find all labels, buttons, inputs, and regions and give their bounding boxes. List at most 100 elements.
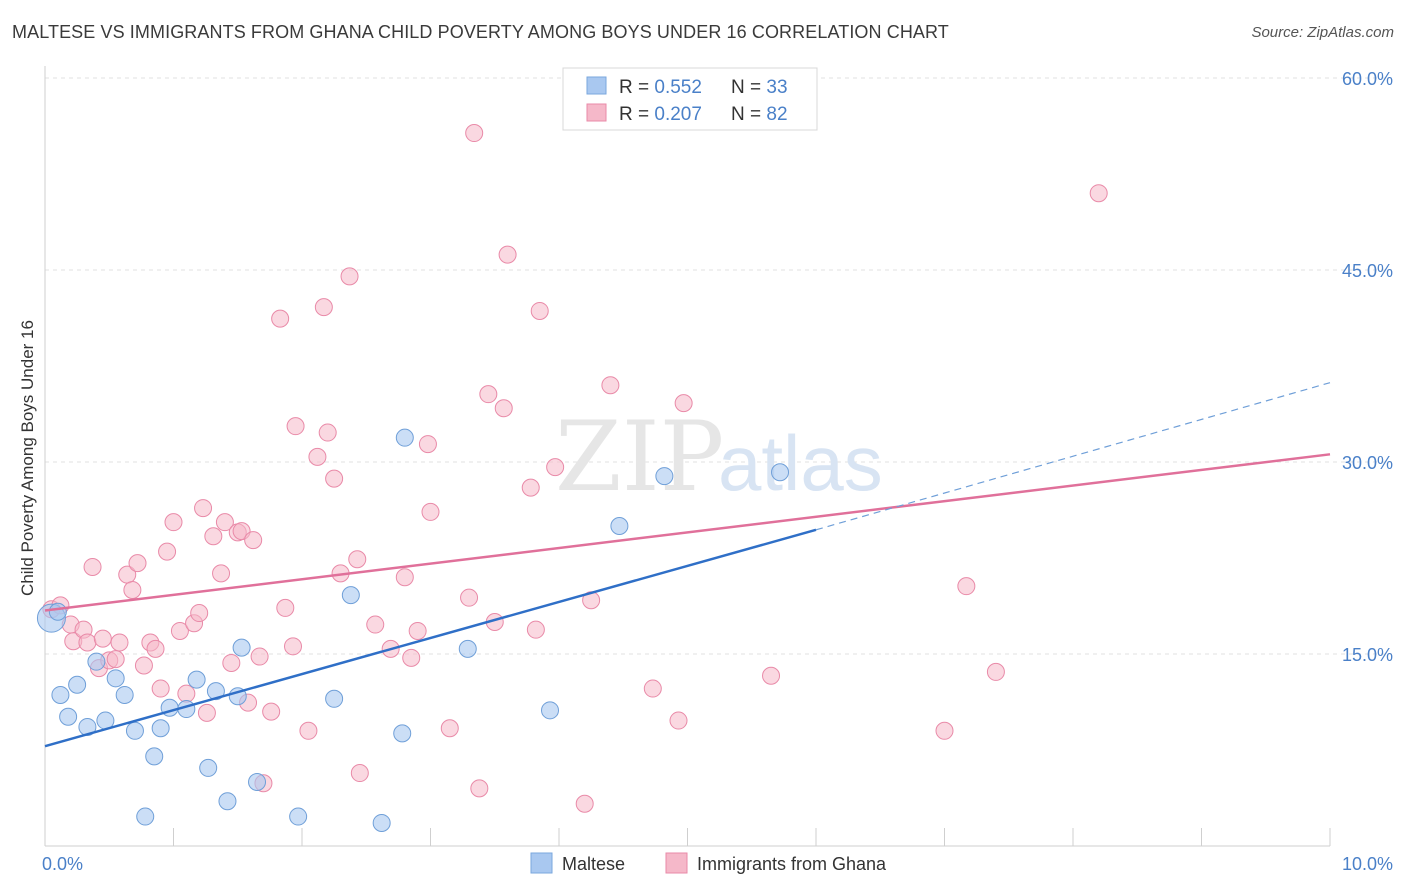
bottom-legend-maltese-swatch xyxy=(530,852,553,874)
ghana-point xyxy=(106,650,125,669)
ghana-point xyxy=(418,435,437,454)
ghana-point xyxy=(460,588,479,607)
ghana-point xyxy=(366,615,385,634)
ghana-point xyxy=(526,620,545,639)
ghana-point xyxy=(498,245,517,264)
maltese-point xyxy=(341,586,360,605)
ghana-point xyxy=(348,550,367,569)
ghana-point xyxy=(215,513,234,532)
ghana-point xyxy=(957,577,976,596)
maltese-point xyxy=(59,707,78,726)
ghana-point xyxy=(350,764,369,783)
y-tick-label: 60.0% xyxy=(1342,69,1393,89)
maltese-points xyxy=(36,428,790,832)
legend-ghana-swatch xyxy=(586,103,607,122)
ghana-point xyxy=(250,647,269,666)
y-tick-label: 30.0% xyxy=(1342,453,1393,473)
ghana-point xyxy=(190,604,209,623)
ghana-point xyxy=(643,679,662,698)
ghana-point xyxy=(134,656,153,675)
maltese-point xyxy=(325,689,344,708)
maltese-trend-extension xyxy=(815,382,1331,531)
y-tick-label: 45.0% xyxy=(1342,261,1393,281)
ghana-points xyxy=(42,124,1108,813)
page-title: MALTESE VS IMMIGRANTS FROM GHANA CHILD P… xyxy=(12,22,949,42)
bottom-legend-maltese: Maltese xyxy=(562,854,625,874)
maltese-point xyxy=(187,670,206,689)
svg-text:N = 82: N = 82 xyxy=(731,104,788,125)
maltese-point xyxy=(610,517,629,535)
ghana-point xyxy=(244,531,263,550)
ghana-point xyxy=(494,399,513,418)
ghana-point xyxy=(83,557,102,576)
ghana-point xyxy=(212,564,231,583)
maltese-point xyxy=(125,721,144,740)
ghana-point xyxy=(177,684,196,703)
ghana-point xyxy=(935,721,954,740)
ghana-point xyxy=(395,568,414,587)
svg-text:R = 0.207: R = 0.207 xyxy=(619,104,702,125)
maltese-point xyxy=(458,639,477,658)
ghana-point xyxy=(128,554,147,573)
maltese-point xyxy=(393,724,412,743)
legend-ghana-n-value: 82 xyxy=(766,104,787,125)
legend-ghana-r-value: 0.207 xyxy=(654,104,702,125)
maltese-point xyxy=(541,701,560,720)
y-tick-labels: 15.0% 30.0% 45.0% 60.0% xyxy=(1342,69,1393,665)
ghana-point xyxy=(530,301,549,320)
ghana-point xyxy=(314,298,333,317)
ghana-point xyxy=(402,648,421,667)
y-tick-label: 15.0% xyxy=(1342,645,1393,665)
ghana-point xyxy=(575,794,594,813)
series-legend: Maltese Immigrants from Ghana xyxy=(530,852,887,874)
y-axis-label: Child Poverty Among Boys Under 16 xyxy=(18,320,37,596)
ghana-point xyxy=(271,309,290,328)
ghana-point xyxy=(286,417,305,436)
axes xyxy=(44,66,1331,847)
ghana-point xyxy=(674,394,693,413)
ghana-point xyxy=(146,639,165,658)
maltese-point xyxy=(218,792,237,811)
ghana-point xyxy=(669,711,688,730)
ghana-trend-line xyxy=(44,453,1331,612)
ghana-point xyxy=(151,679,170,698)
legend-ghana-n-label: N = xyxy=(731,104,766,125)
ghana-point xyxy=(284,637,303,656)
ghana-point xyxy=(440,719,459,738)
maltese-point xyxy=(248,773,267,791)
watermark: ZIP atlas xyxy=(555,401,883,513)
source-credit: Source: ZipAtlas.com xyxy=(1251,24,1394,41)
ghana-point xyxy=(479,385,498,404)
gridlines xyxy=(45,77,1392,655)
correlation-legend: R = 0.552 N = 33 R = 0.207 N = 82 xyxy=(562,67,818,131)
ghana-point xyxy=(110,633,129,652)
maltese-point xyxy=(51,685,70,704)
ghana-point xyxy=(204,527,223,546)
ghana-point xyxy=(546,458,565,477)
x-tick-label: 10.0% xyxy=(1342,854,1393,874)
maltese-point xyxy=(232,638,251,657)
ghana-point xyxy=(986,662,1005,681)
ghana-point xyxy=(197,703,216,722)
ghana-point xyxy=(308,447,327,466)
ghana-point xyxy=(194,499,213,518)
legend-maltese-swatch xyxy=(586,76,607,95)
ghana-point xyxy=(78,633,97,652)
bottom-legend-ghana: Immigrants from Ghana xyxy=(697,854,887,874)
maltese-point xyxy=(87,652,106,671)
ghana-point xyxy=(170,621,189,640)
maltese-point xyxy=(151,719,170,738)
svg-text:R = 0.552: R = 0.552 xyxy=(619,77,702,98)
ghana-point xyxy=(164,513,183,532)
watermark-atlas: atlas xyxy=(718,419,883,507)
watermark-zip: ZIP xyxy=(555,401,724,513)
maltese-point xyxy=(395,428,414,447)
ghana-point xyxy=(276,598,295,617)
ghana-point xyxy=(762,666,781,685)
ghana-point xyxy=(421,502,440,521)
x-tick-label: 0.0% xyxy=(42,854,83,874)
maltese-point xyxy=(68,675,87,694)
maltese-point xyxy=(106,669,125,688)
legend-ghana-r-label: R = xyxy=(619,104,654,125)
